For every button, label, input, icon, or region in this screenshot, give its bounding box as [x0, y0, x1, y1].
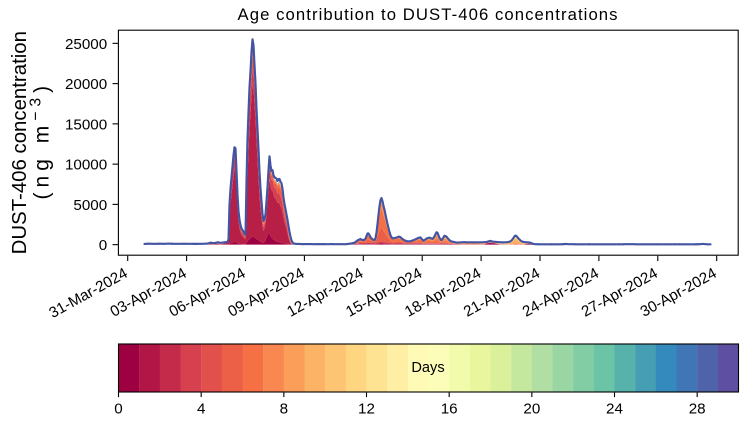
svg-text:16: 16 [441, 401, 458, 418]
svg-text:Age contribution to DUST-406 c: Age contribution to DUST-406 concentrati… [238, 5, 618, 24]
svg-text:20000: 20000 [65, 76, 107, 93]
svg-text:4: 4 [197, 401, 205, 418]
svg-text:5000: 5000 [73, 197, 107, 214]
svg-text:0: 0 [99, 237, 107, 254]
svg-text:DUST-406 concentration: DUST-406 concentration [9, 31, 31, 254]
svg-text:20: 20 [523, 401, 540, 418]
svg-text:25000: 25000 [65, 36, 107, 53]
svg-text:10000: 10000 [65, 157, 107, 174]
svg-text:24: 24 [606, 401, 623, 418]
svg-text:12: 12 [358, 401, 375, 418]
svg-text:15000: 15000 [65, 116, 107, 133]
svg-text:8: 8 [280, 401, 288, 418]
svg-text:Days: Days [411, 360, 444, 376]
svg-text:0: 0 [114, 401, 122, 418]
svg-text:28: 28 [689, 401, 706, 418]
